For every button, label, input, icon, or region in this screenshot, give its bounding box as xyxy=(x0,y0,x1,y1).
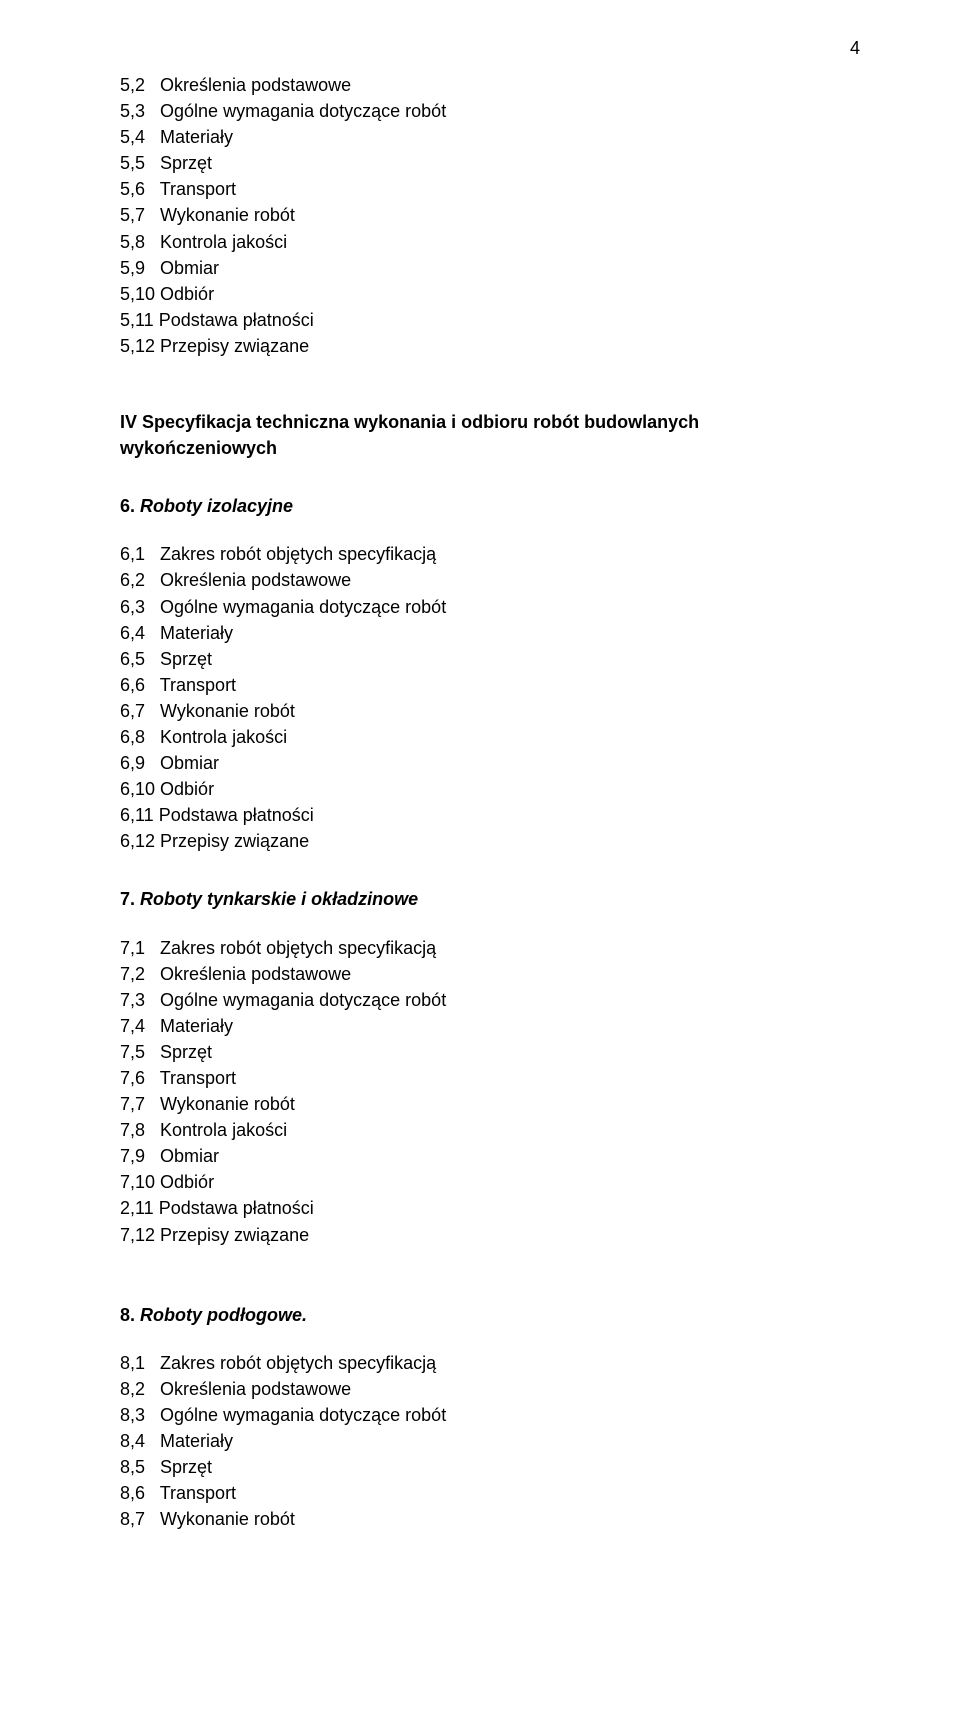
list-item: 5,3 Ogólne wymagania dotyczące robót xyxy=(120,98,860,124)
section-8-text: Roboty podłogowe. xyxy=(140,1305,307,1325)
list-item: 7,9 Obmiar xyxy=(120,1143,860,1169)
list-item: 6,11 Podstawa płatności xyxy=(120,802,860,828)
section-7-title: 7. Roboty tynkarskie i okładzinowe xyxy=(120,886,860,912)
list-item: 7,4 Materiały xyxy=(120,1013,860,1039)
list-item: 8,2 Określenia podstawowe xyxy=(120,1376,860,1402)
section-8-list: 8,1 Zakres robót objętych specyfikacją8,… xyxy=(120,1350,860,1533)
list-item: 2,11 Podstawa płatności xyxy=(120,1195,860,1221)
list-item: 5,4 Materiały xyxy=(120,124,860,150)
list-item: 5,12 Przepisy związane xyxy=(120,333,860,359)
list-item: 8,5 Sprzęt xyxy=(120,1454,860,1480)
page-number: 4 xyxy=(850,38,860,59)
list-item: 8,1 Zakres robót objętych specyfikacją xyxy=(120,1350,860,1376)
section-7-text: Roboty tynkarskie i okładzinowe xyxy=(140,889,418,909)
list-item: 7,6 Transport xyxy=(120,1065,860,1091)
section-6-title: 6. Roboty izolacyjne xyxy=(120,493,860,519)
list-item: 6,3 Ogólne wymagania dotyczące robót xyxy=(120,594,860,620)
list-item: 6,4 Materiały xyxy=(120,620,860,646)
section-8-title: 8. Roboty podłogowe. xyxy=(120,1302,860,1328)
list-item: 7,12 Przepisy związane xyxy=(120,1222,860,1248)
section-iv-title: IV Specyfikacja techniczna wykonania i o… xyxy=(120,409,860,461)
list-item: 6,1 Zakres robót objętych specyfikacją xyxy=(120,541,860,567)
document-page: 4 5,2 Określenia podstawowe5,3 Ogólne wy… xyxy=(0,0,960,1709)
section-7-num: 7. xyxy=(120,889,135,909)
list-item: 6,5 Sprzęt xyxy=(120,646,860,672)
list-item: 5,2 Określenia podstawowe xyxy=(120,72,860,98)
list-item: 5,5 Sprzęt xyxy=(120,150,860,176)
list-item: 8,4 Materiały xyxy=(120,1428,860,1454)
list-item: 7,3 Ogólne wymagania dotyczące robót xyxy=(120,987,860,1013)
list-item: 6,6 Transport xyxy=(120,672,860,698)
list-item: 8,6 Transport xyxy=(120,1480,860,1506)
list-item: 5,8 Kontrola jakości xyxy=(120,229,860,255)
list-item: 6,10 Odbiór xyxy=(120,776,860,802)
section-6-num: 6. xyxy=(120,496,135,516)
section-6-text: Roboty izolacyjne xyxy=(140,496,293,516)
list-item: 6,2 Określenia podstawowe xyxy=(120,567,860,593)
list-item: 7,8 Kontrola jakości xyxy=(120,1117,860,1143)
list-item: 6,9 Obmiar xyxy=(120,750,860,776)
list-item: 5,10 Odbiór xyxy=(120,281,860,307)
list-item: 7,5 Sprzęt xyxy=(120,1039,860,1065)
list-item: 8,3 Ogólne wymagania dotyczące robót xyxy=(120,1402,860,1428)
list-item: 6,12 Przepisy związane xyxy=(120,828,860,854)
section-7-list: 7,1 Zakres robót objętych specyfikacją7,… xyxy=(120,935,860,1248)
list-item: 5,11 Podstawa płatności xyxy=(120,307,860,333)
list-item: 6,7 Wykonanie robót xyxy=(120,698,860,724)
section-8-num: 8. xyxy=(120,1305,135,1325)
list-item: 5,9 Obmiar xyxy=(120,255,860,281)
list-item: 7,1 Zakres robót objętych specyfikacją xyxy=(120,935,860,961)
list-item: 7,7 Wykonanie robót xyxy=(120,1091,860,1117)
list-item: 6,8 Kontrola jakości xyxy=(120,724,860,750)
list-item: 5,7 Wykonanie robót xyxy=(120,202,860,228)
list-item: 8,7 Wykonanie robót xyxy=(120,1506,860,1532)
section-6-list: 6,1 Zakres robót objętych specyfikacją6,… xyxy=(120,541,860,854)
list-item: 7,10 Odbiór xyxy=(120,1169,860,1195)
section-5-list: 5,2 Określenia podstawowe5,3 Ogólne wyma… xyxy=(120,72,860,359)
list-item: 5,6 Transport xyxy=(120,176,860,202)
list-item: 7,2 Określenia podstawowe xyxy=(120,961,860,987)
